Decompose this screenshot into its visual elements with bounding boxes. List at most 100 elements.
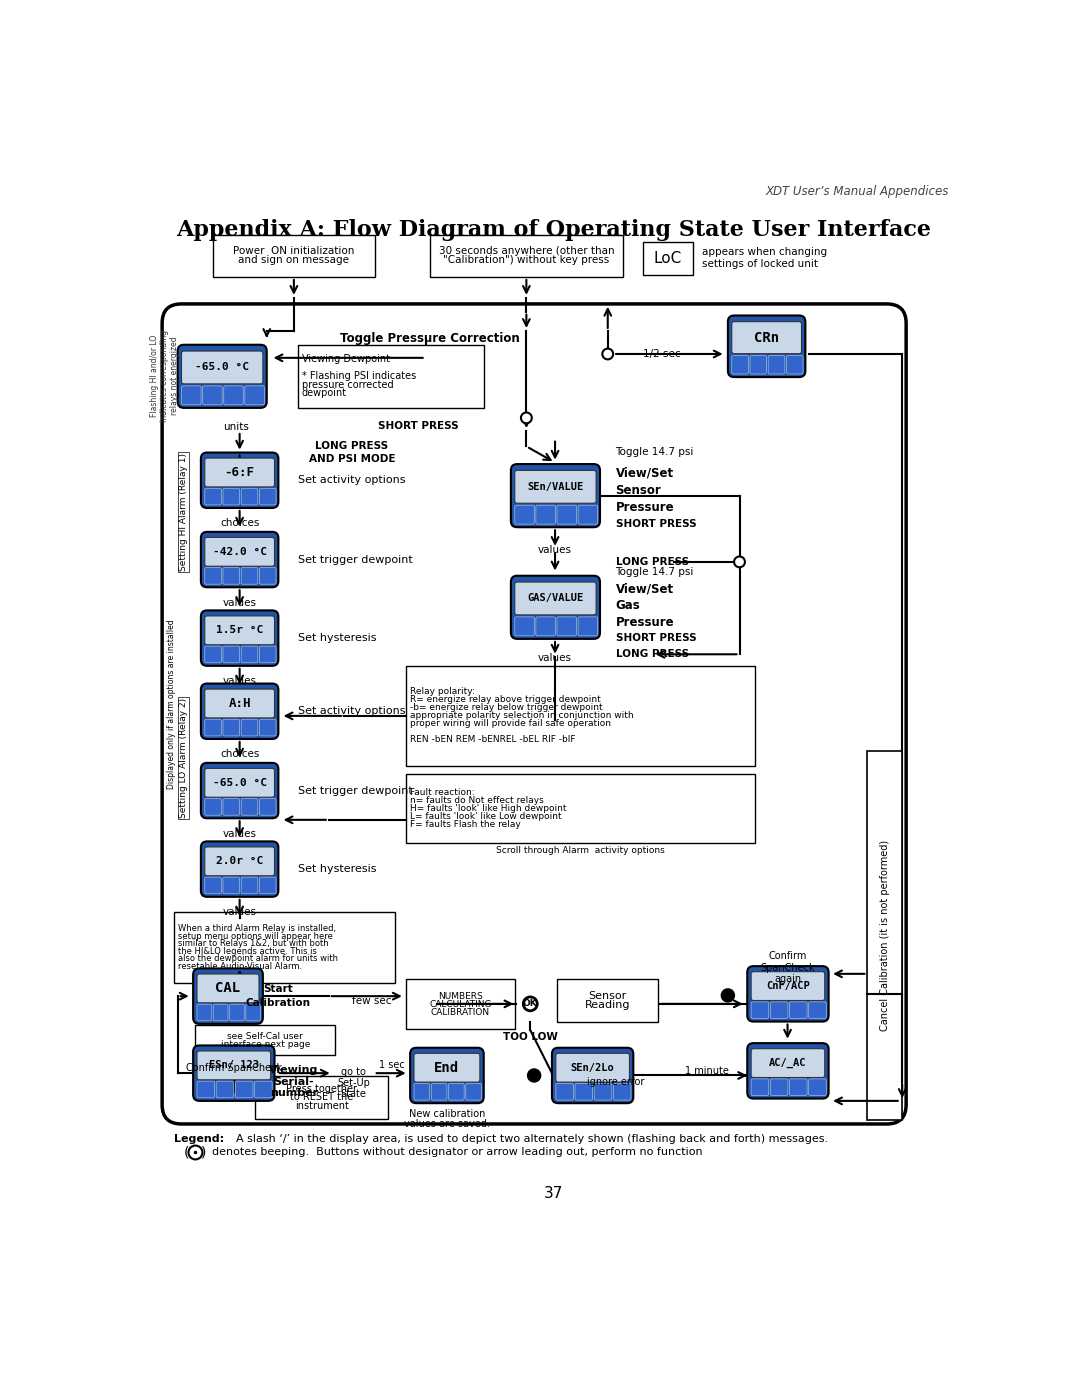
FancyBboxPatch shape (181, 386, 201, 405)
Text: Calibration: Calibration (246, 997, 311, 1009)
FancyBboxPatch shape (515, 471, 596, 503)
Text: 30 seconds anywhere (other than: 30 seconds anywhere (other than (438, 246, 615, 256)
Bar (406, 979, 515, 1030)
Text: values: values (222, 598, 257, 608)
Text: * Flashing PSI indicates: * Flashing PSI indicates (301, 372, 416, 381)
Text: GAS/VALUE: GAS/VALUE (527, 594, 583, 604)
FancyBboxPatch shape (181, 351, 262, 384)
FancyBboxPatch shape (750, 355, 767, 374)
Bar (195, 1025, 335, 1055)
FancyBboxPatch shape (515, 506, 535, 524)
Text: Legend:: Legend: (174, 1134, 224, 1144)
Text: (: ( (185, 1146, 190, 1160)
Text: instrument: instrument (295, 1101, 349, 1111)
Text: and sign on message: and sign on message (239, 256, 349, 265)
Text: 1.5r °C: 1.5r °C (216, 626, 264, 636)
Text: NUMBERS: NUMBERS (438, 992, 483, 1000)
Text: Press together: Press together (286, 1084, 357, 1094)
Text: A:H: A:H (228, 697, 251, 710)
Text: denotes beeping.  Buttons without designator or arrow leading out, perform no fu: denotes beeping. Buttons without designa… (213, 1147, 703, 1158)
FancyBboxPatch shape (235, 1081, 253, 1098)
FancyBboxPatch shape (205, 538, 274, 566)
Text: Cancel Calibration (it is not performed): Cancel Calibration (it is not performed) (880, 840, 890, 1031)
Text: settings of locked unit: settings of locked unit (702, 258, 819, 268)
Text: Pressure: Pressure (616, 616, 674, 629)
FancyBboxPatch shape (205, 877, 221, 894)
Text: appropriate polarity selection in conjunction with: appropriate polarity selection in conjun… (410, 711, 634, 721)
Text: SHORT PRESS: SHORT PRESS (616, 520, 697, 529)
Text: Confirm SpanCheck: Confirm SpanCheck (186, 1063, 282, 1073)
Text: Toggle 14.7 psi: Toggle 14.7 psi (616, 447, 693, 457)
FancyBboxPatch shape (216, 1081, 233, 1098)
Text: setup menu options will appear here: setup menu options will appear here (177, 932, 333, 942)
FancyBboxPatch shape (197, 1051, 271, 1080)
Text: Scroll through Alarm  activity options: Scroll through Alarm activity options (496, 847, 665, 855)
Circle shape (521, 412, 531, 423)
Text: Set hysteresis: Set hysteresis (298, 865, 376, 875)
Text: R= energize relay above trigger dewpoint: R= energize relay above trigger dewpoint (410, 696, 600, 704)
Text: similar to Relays 1&2, but with both: similar to Relays 1&2, but with both (177, 939, 328, 949)
Bar (557, 979, 658, 1021)
Text: Appendix A: Flow Diagram of Operating State User Interface: Appendix A: Flow Diagram of Operating St… (176, 219, 931, 242)
Text: Set hysteresis: Set hysteresis (298, 633, 376, 643)
Text: "Calibration") without key press: "Calibration") without key press (443, 256, 609, 265)
Text: Set-Up: Set-Up (337, 1078, 370, 1088)
Text: CAL: CAL (215, 982, 241, 996)
FancyBboxPatch shape (259, 719, 276, 736)
FancyBboxPatch shape (431, 1084, 447, 1099)
FancyBboxPatch shape (557, 617, 577, 636)
Text: Confirm: Confirm (768, 951, 807, 961)
FancyBboxPatch shape (552, 1048, 633, 1104)
Text: -6:F: -6:F (225, 467, 255, 479)
FancyBboxPatch shape (224, 386, 243, 405)
Text: -65.0 °C: -65.0 °C (195, 362, 249, 373)
Text: choices: choices (220, 518, 259, 528)
FancyBboxPatch shape (556, 1084, 573, 1099)
FancyBboxPatch shape (414, 1053, 480, 1083)
Text: REN -bEN REM -bENREL -bEL RIF -bIF: REN -bEN REM -bENREL -bEL RIF -bIF (410, 735, 576, 745)
FancyBboxPatch shape (205, 768, 274, 798)
Text: Setting LO Alarm (Relay 2): Setting LO Alarm (Relay 2) (179, 698, 188, 819)
Bar (406, 666, 755, 766)
Circle shape (528, 1069, 540, 1081)
FancyBboxPatch shape (213, 1004, 228, 1021)
FancyBboxPatch shape (193, 968, 262, 1024)
FancyBboxPatch shape (751, 1049, 825, 1077)
FancyBboxPatch shape (205, 647, 221, 662)
Text: -b= energize relay below trigger dewpoint: -b= energize relay below trigger dewpoin… (410, 703, 603, 712)
FancyBboxPatch shape (222, 719, 240, 736)
FancyBboxPatch shape (786, 355, 804, 374)
Text: values: values (222, 828, 257, 838)
FancyBboxPatch shape (414, 1084, 430, 1099)
FancyBboxPatch shape (809, 1078, 826, 1095)
FancyBboxPatch shape (245, 386, 265, 405)
FancyBboxPatch shape (205, 567, 221, 584)
Text: LONG PRESS: LONG PRESS (616, 557, 689, 567)
Text: the HI&LO legends active. This is: the HI&LO legends active. This is (177, 947, 316, 956)
Text: Flashing HI and/or LO
indicates corresponding
relays not energized: Flashing HI and/or LO indicates correspo… (149, 330, 179, 422)
FancyBboxPatch shape (613, 1084, 631, 1099)
Bar (298, 345, 484, 408)
Text: resetable Audio-Visual Alarm.: resetable Audio-Visual Alarm. (177, 963, 301, 971)
Text: Pressure: Pressure (616, 500, 674, 514)
FancyBboxPatch shape (259, 799, 276, 816)
FancyBboxPatch shape (255, 1081, 272, 1098)
FancyBboxPatch shape (197, 974, 259, 1003)
FancyBboxPatch shape (751, 1078, 769, 1095)
Text: AC/_AC: AC/_AC (769, 1058, 807, 1069)
FancyBboxPatch shape (556, 1053, 630, 1083)
Text: ESn/ 123: ESn/ 123 (208, 1060, 259, 1070)
Text: When a third Alarm Relay is installed,: When a third Alarm Relay is installed, (177, 925, 336, 933)
Text: units: units (222, 422, 248, 432)
Text: Setting HI Alarm (Relay 1): Setting HI Alarm (Relay 1) (179, 453, 188, 571)
FancyBboxPatch shape (241, 489, 258, 504)
Text: values: values (222, 907, 257, 918)
FancyBboxPatch shape (511, 576, 600, 638)
Text: CRn: CRn (754, 331, 779, 345)
Text: CALCULATING: CALCULATING (429, 1000, 491, 1009)
FancyBboxPatch shape (751, 1002, 769, 1018)
Text: Reading: Reading (585, 1000, 631, 1010)
Text: values: values (222, 676, 257, 686)
Text: ): ) (201, 1146, 206, 1160)
Bar (213, 235, 375, 277)
